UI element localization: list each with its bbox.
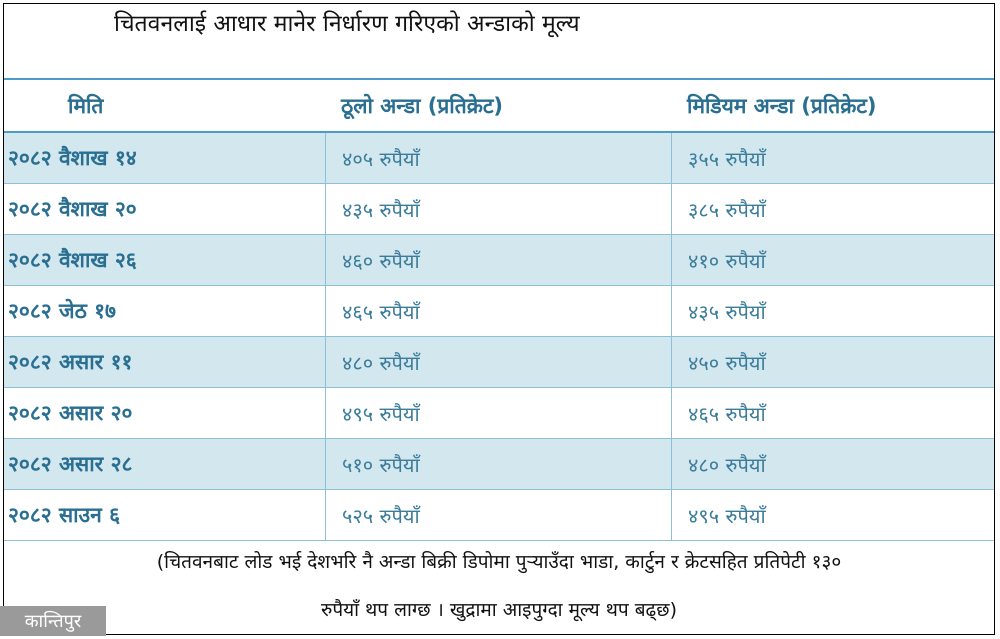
header-date: मिति bbox=[68, 93, 104, 118]
table-row: २०८२ असार ११ ४८० रुपैयाँ ४५० रुपैयाँ bbox=[4, 337, 994, 388]
date-cell: २०८२ वैशाख २० bbox=[8, 197, 137, 221]
medium-price-cell: ३८५ रुपैयाँ bbox=[671, 184, 994, 234]
table-row: २०८२ वैशाख २६ ४६० रुपैयाँ ४१० रुपैयाँ bbox=[4, 235, 994, 286]
large-price-cell: ४६० रुपैयाँ bbox=[325, 235, 671, 285]
document-frame bbox=[3, 3, 995, 635]
medium-price-cell: ४१० रुपैयाँ bbox=[671, 235, 994, 285]
footnote-line-2: रुपैयाँ थप लाग्छ । खुद्रामा आइपुग्दा मूल… bbox=[320, 599, 677, 621]
medium-price-cell: ४६५ रुपैयाँ bbox=[671, 388, 994, 438]
large-price-cell: ४८० रुपैयाँ bbox=[325, 337, 671, 387]
medium-price-cell: ३५५ रुपैयाँ bbox=[671, 133, 994, 183]
date-cell: २०८२ वैशाख १४ bbox=[8, 146, 137, 170]
date-cell: २०८२ वैशाख २६ bbox=[8, 248, 137, 272]
table-row: २०८२ असार २० ४९५ रुपैयाँ ४६५ रुपैयाँ bbox=[4, 388, 994, 439]
footnote-line-1: (चितवनबाट लोड भई देशभरि नै अन्डा बिक्री … bbox=[156, 551, 842, 573]
large-price-cell: ५१० रुपैयाँ bbox=[325, 439, 671, 489]
page-title: चितवनलाई आधार मानेर निर्धारण गरिएको अन्ड… bbox=[114, 11, 580, 37]
table-row: २०८२ वैशाख १४ ४०५ रुपैयाँ ३५५ रुपैयाँ bbox=[4, 133, 994, 184]
large-price-cell: ५२५ रुपैयाँ bbox=[325, 490, 671, 540]
large-price-cell: ४९५ रुपैयाँ bbox=[325, 388, 671, 438]
header-large-egg: ठूलो अन्डा (प्रतिक्रेट) bbox=[341, 93, 504, 118]
table-row: २०८२ वैशाख २० ४३५ रुपैयाँ ३८५ रुपैयाँ bbox=[4, 184, 994, 235]
header-medium-egg: मिडियम अन्डा (प्रतिक्रेट) bbox=[687, 93, 877, 118]
table-row: २०८२ जेठ १७ ४६५ रुपैयाँ ४३५ रुपैयाँ bbox=[4, 286, 994, 337]
medium-price-cell: ४९५ रुपैयाँ bbox=[671, 490, 994, 540]
table-row: २०८२ असार २८ ५१० रुपैयाँ ४८० रुपैयाँ bbox=[4, 439, 994, 490]
medium-price-cell: ४५० रुपैयाँ bbox=[671, 337, 994, 387]
table-header-row: मिति ठूलो अन्डा (प्रतिक्रेट) मिडियम अन्ड… bbox=[4, 78, 994, 133]
large-price-cell: ४३५ रुपैयाँ bbox=[325, 184, 671, 234]
table-row: २०८२ साउन ६ ५२५ रुपैयाँ ४९५ रुपैयाँ bbox=[4, 490, 994, 541]
egg-price-table: मिति ठूलो अन्डा (प्रतिक्रेट) मिडियम अन्ड… bbox=[4, 78, 994, 541]
date-cell: २०८२ असार २८ bbox=[8, 452, 133, 476]
large-price-cell: ४६५ रुपैयाँ bbox=[325, 286, 671, 336]
date-cell: २०८२ असार २० bbox=[8, 401, 133, 425]
date-cell: २०८२ जेठ १७ bbox=[8, 299, 116, 323]
date-cell: २०८२ साउन ६ bbox=[8, 503, 121, 527]
date-cell: २०८२ असार ११ bbox=[8, 350, 133, 374]
large-price-cell: ४०५ रुपैयाँ bbox=[325, 133, 671, 183]
kantipur-logo: कान्तिपुर bbox=[0, 606, 106, 636]
medium-price-cell: ४८० रुपैयाँ bbox=[671, 439, 994, 489]
medium-price-cell: ४३५ रुपैयाँ bbox=[671, 286, 994, 336]
